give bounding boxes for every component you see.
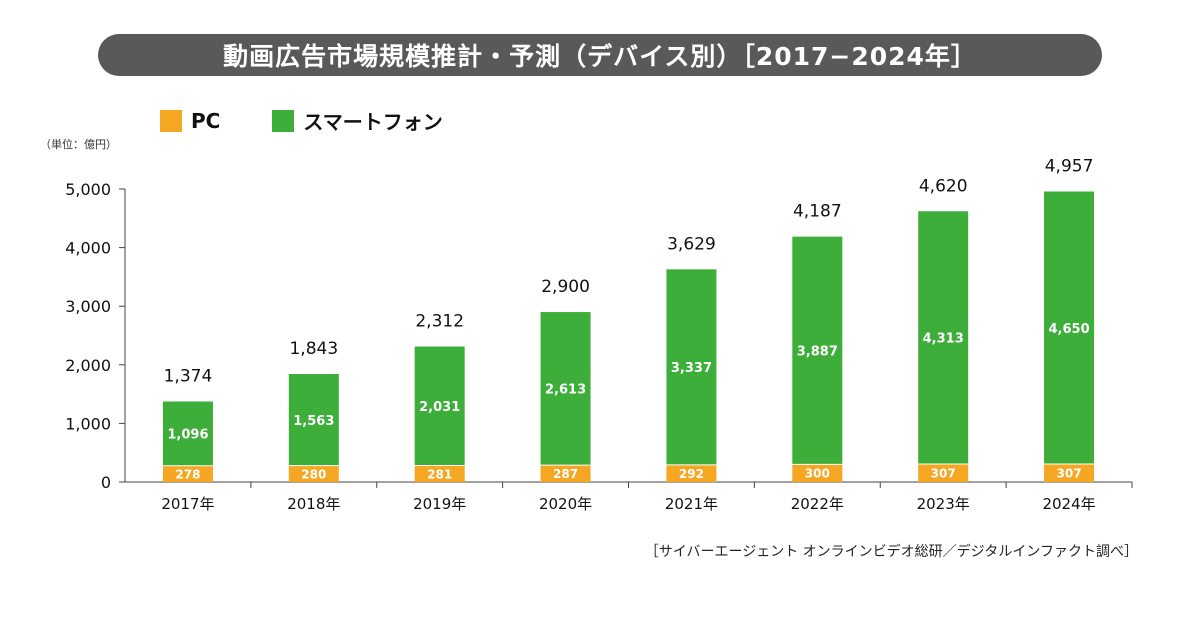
data-label-pc: 278 <box>175 467 200 481</box>
legend-item-pc: PC <box>160 109 220 133</box>
title-bar: 動画広告市場規模推計・予測（デバイス別）［2017−2024年］ <box>98 34 1102 76</box>
data-label-total: 2,312 <box>415 312 464 332</box>
unit-label: （単位：億円） <box>40 138 117 151</box>
data-label-pc: 307 <box>931 467 956 481</box>
x-tick-label: 2018年 <box>287 495 340 513</box>
data-label-total: 1,374 <box>164 366 213 386</box>
source-note: ［サイバーエージェント オンラインビデオ総研／デジタルインファクト調べ］ <box>644 544 1138 560</box>
x-tick-label: 2024年 <box>1042 495 1095 513</box>
legend-swatch-smartphone <box>272 109 295 132</box>
data-label-smartphone: 4,650 <box>1049 322 1090 337</box>
data-label-pc: 292 <box>679 467 704 481</box>
bar-pc <box>288 465 339 482</box>
legend-label-pc: PC <box>191 108 221 133</box>
bar-pc <box>666 464 717 482</box>
bar-smartphone <box>162 401 213 466</box>
bar-pc <box>414 465 465 482</box>
data-label-total: 1,843 <box>289 339 338 359</box>
bar-smartphone <box>666 269 717 465</box>
data-label-total: 4,187 <box>793 202 842 222</box>
data-label-smartphone: 2,031 <box>419 400 460 415</box>
bar-pc <box>918 464 969 482</box>
y-tick-label: 0 <box>101 473 111 492</box>
bar-smartphone <box>414 346 465 466</box>
data-label-smartphone: 3,337 <box>671 361 712 376</box>
bar-pc <box>1044 464 1095 482</box>
data-label-total: 2,900 <box>541 277 590 297</box>
data-label-pc: 307 <box>1057 467 1082 481</box>
data-label-pc: 280 <box>301 467 326 481</box>
legend-swatch-pc <box>160 109 182 132</box>
x-tick-label: 2020年 <box>539 495 592 513</box>
bar-smartphone <box>792 236 843 465</box>
y-tick-label: 2,000 <box>65 356 111 375</box>
bar-pc <box>792 464 843 482</box>
bar-smartphone <box>918 211 969 465</box>
data-label-smartphone: 1,096 <box>167 428 208 443</box>
bar-pc <box>162 465 213 482</box>
y-tick-label: 1,000 <box>65 414 111 433</box>
x-tick-label: 2021年 <box>665 495 718 513</box>
data-label-total: 3,629 <box>667 234 716 254</box>
data-label-smartphone: 3,887 <box>797 345 838 360</box>
y-tick-label: 3,000 <box>65 297 111 316</box>
y-tick-label: 5,000 <box>65 180 111 199</box>
chart-title: 動画広告市場規模推計・予測（デバイス別）［2017−2024年］ <box>223 42 977 71</box>
data-label-smartphone: 4,313 <box>923 332 964 347</box>
bar-smartphone <box>1044 191 1095 465</box>
data-label-total: 4,957 <box>1045 157 1094 177</box>
legend-item-smartphone: スマートフォン <box>272 106 443 135</box>
legend-label-smartphone: スマートフォン <box>303 110 443 134</box>
x-tick-label: 2019年 <box>413 495 466 513</box>
bar-smartphone <box>540 312 591 466</box>
x-tick-label: 2023年 <box>917 495 970 513</box>
x-tick-label: 2022年 <box>791 495 844 513</box>
data-label-pc: 281 <box>427 467 452 481</box>
data-label-pc: 300 <box>805 467 830 481</box>
y-tick-label: 4,000 <box>65 239 111 258</box>
bar-smartphone <box>288 374 339 466</box>
data-label-total: 4,620 <box>919 176 968 196</box>
data-label-pc: 287 <box>553 467 578 481</box>
legend: PC スマートフォン <box>160 106 443 135</box>
x-tick-label: 2017年 <box>161 495 214 513</box>
data-label-smartphone: 1,563 <box>293 414 334 429</box>
bar-pc <box>540 465 591 482</box>
data-label-smartphone: 2,613 <box>545 383 586 398</box>
